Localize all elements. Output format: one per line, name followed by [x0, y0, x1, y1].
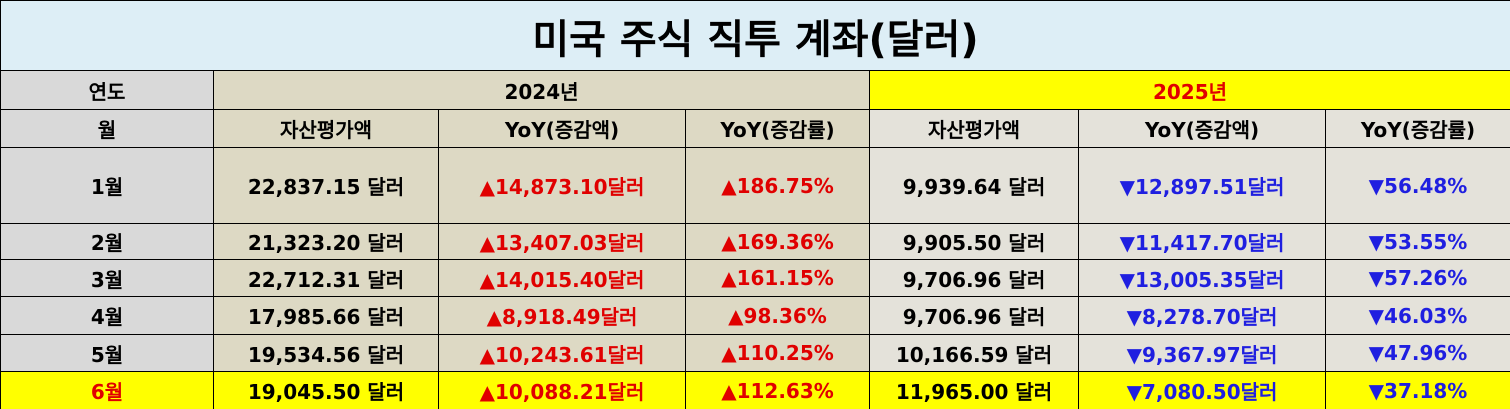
column-header: YoY(증감률)	[1325, 109, 1510, 148]
value-cell: ▲14,873.10달러	[438, 147, 686, 224]
value-cell: ▲112.63%	[685, 371, 870, 409]
column-header: YoY(증감액)	[438, 109, 686, 148]
value-cell: 22,837.15 달러	[213, 147, 439, 224]
value-cell: 19,045.50 달러	[213, 371, 439, 409]
month-cell: 1월	[0, 147, 214, 224]
value-cell: ▼46.03%	[1325, 296, 1510, 335]
value-cell: ▼9,367.97달러	[1078, 334, 1326, 372]
year-header: 2024년	[213, 70, 870, 110]
value-cell: ▲8,918.49달러	[438, 296, 686, 335]
column-header: YoY(증감률)	[685, 109, 870, 148]
value-cell: ▼11,417.70달러	[1078, 223, 1326, 260]
value-cell: 9,706.96 달러	[869, 296, 1079, 335]
column-header: 자산평가액	[213, 109, 439, 148]
value-cell: ▼47.96%	[1325, 334, 1510, 372]
value-cell: 22,712.31 달러	[213, 259, 439, 297]
value-cell: ▲98.36%	[685, 296, 870, 335]
month-cell: 5월	[0, 334, 214, 372]
month-cell: 4월	[0, 296, 214, 335]
value-cell: ▲110.25%	[685, 334, 870, 372]
column-header: 자산평가액	[869, 109, 1079, 148]
value-cell: ▼13,005.35달러	[1078, 259, 1326, 297]
value-cell: ▲14,015.40달러	[438, 259, 686, 297]
value-cell: 9,706.96 달러	[869, 259, 1079, 297]
value-cell: 9,905.50 달러	[869, 223, 1079, 260]
value-cell: ▼57.26%	[1325, 259, 1510, 297]
value-cell: ▼7,080.50달러	[1078, 371, 1326, 409]
value-cell: 11,965.00 달러	[869, 371, 1079, 409]
table-title: 미국 주식 직투 계좌(달러)	[0, 0, 1510, 71]
value-cell: 17,985.66 달러	[213, 296, 439, 335]
value-cell: ▼56.48%	[1325, 147, 1510, 224]
value-cell: ▼53.55%	[1325, 223, 1510, 260]
value-cell: ▲13,407.03달러	[438, 223, 686, 260]
value-cell: 9,939.64 달러	[869, 147, 1079, 224]
column-header: YoY(증감액)	[1078, 109, 1326, 148]
value-cell: ▲161.15%	[685, 259, 870, 297]
month-cell: 3월	[0, 259, 214, 297]
value-cell: ▼12,897.51달러	[1078, 147, 1326, 224]
value-cell: ▼8,278.70달러	[1078, 296, 1326, 335]
value-cell: ▼37.18%	[1325, 371, 1510, 409]
month-cell: 6월	[0, 371, 214, 409]
year-header: 2025년	[869, 70, 1510, 110]
value-cell: ▲169.36%	[685, 223, 870, 260]
value-cell: ▲10,243.61달러	[438, 334, 686, 372]
month-cell: 2월	[0, 223, 214, 260]
value-cell: 21,323.20 달러	[213, 223, 439, 260]
year-label: 연도	[0, 70, 214, 110]
value-cell: ▲186.75%	[685, 147, 870, 224]
value-cell: 19,534.56 달러	[213, 334, 439, 372]
month-label: 월	[0, 109, 214, 148]
value-cell: 10,166.59 달러	[869, 334, 1079, 372]
value-cell: ▲10,088.21달러	[438, 371, 686, 409]
